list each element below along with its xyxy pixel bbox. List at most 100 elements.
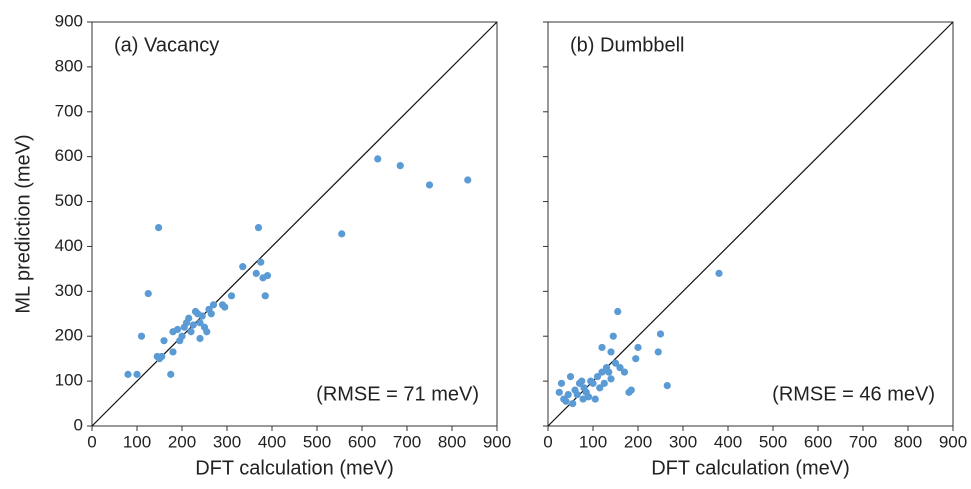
y-tick-label: 500 bbox=[55, 191, 83, 210]
point bbox=[656, 330, 665, 338]
y-tick-label: 700 bbox=[55, 101, 83, 120]
point bbox=[221, 303, 229, 311]
point bbox=[579, 395, 587, 403]
x-tick-label: 700 bbox=[393, 432, 421, 451]
point bbox=[124, 370, 132, 378]
y-tick-label: 600 bbox=[55, 146, 83, 165]
y-tick-label: 400 bbox=[55, 236, 83, 255]
point bbox=[185, 314, 193, 322]
rmse-label: (RMSE = 46 meV) bbox=[772, 383, 935, 405]
x-tick-label: 200 bbox=[168, 432, 196, 451]
y-tick-label: 900 bbox=[55, 11, 83, 30]
x-axis-label: DFT calculation (meV) bbox=[195, 457, 394, 479]
x-tick-label: 300 bbox=[669, 432, 697, 451]
point bbox=[578, 377, 586, 385]
point bbox=[137, 332, 146, 340]
point bbox=[189, 321, 197, 329]
point bbox=[598, 343, 606, 352]
point bbox=[252, 269, 260, 277]
point bbox=[555, 388, 563, 396]
point bbox=[634, 343, 642, 352]
point bbox=[591, 395, 599, 403]
x-tick-label: 300 bbox=[213, 432, 241, 451]
x-tick-label: 600 bbox=[804, 432, 832, 451]
x-tick-label: 400 bbox=[258, 432, 286, 451]
point bbox=[158, 352, 166, 361]
point bbox=[620, 368, 629, 376]
point bbox=[396, 162, 404, 170]
point bbox=[607, 348, 615, 356]
point bbox=[196, 319, 204, 327]
point bbox=[614, 307, 622, 316]
point bbox=[263, 272, 272, 280]
point bbox=[573, 390, 581, 399]
point bbox=[607, 375, 615, 383]
rmse-label: (RMSE = 71 meV) bbox=[316, 383, 479, 405]
point bbox=[654, 348, 662, 356]
point bbox=[173, 325, 182, 334]
x-tick-label: 0 bbox=[543, 432, 552, 451]
point bbox=[167, 370, 175, 378]
point bbox=[609, 332, 617, 340]
x-axis-label: DFT calculation (meV) bbox=[651, 457, 850, 479]
point bbox=[261, 292, 269, 300]
point bbox=[374, 155, 382, 163]
point bbox=[254, 223, 263, 232]
y-tick-label: 0 bbox=[74, 415, 83, 434]
point bbox=[632, 355, 640, 363]
y-axis-label: ML prediction (meV) bbox=[12, 134, 34, 313]
point bbox=[616, 364, 624, 372]
point bbox=[257, 258, 265, 266]
point bbox=[239, 263, 247, 271]
point bbox=[589, 379, 597, 387]
point bbox=[562, 397, 570, 405]
y-tick-label: 200 bbox=[55, 326, 83, 345]
x-tick-label: 100 bbox=[123, 432, 151, 451]
point bbox=[598, 368, 606, 376]
point bbox=[600, 379, 608, 387]
x-tick-label: 600 bbox=[348, 432, 376, 451]
point bbox=[596, 384, 604, 392]
point bbox=[584, 393, 593, 401]
point bbox=[144, 289, 152, 298]
point bbox=[133, 370, 141, 378]
point bbox=[203, 328, 211, 336]
point bbox=[611, 359, 620, 367]
diagonal bbox=[91, 21, 498, 427]
point bbox=[715, 269, 723, 277]
x-tick-label: 900 bbox=[939, 432, 967, 451]
panel-label: (a) Vacancy bbox=[114, 34, 219, 56]
point bbox=[605, 368, 613, 376]
point bbox=[187, 328, 195, 336]
point bbox=[627, 386, 635, 394]
y-tick-label: 100 bbox=[55, 371, 83, 390]
point bbox=[564, 390, 572, 399]
point bbox=[338, 230, 346, 238]
plot-frame bbox=[547, 21, 954, 427]
x-tick-label: 800 bbox=[894, 432, 922, 451]
diagonal bbox=[547, 21, 954, 427]
point bbox=[155, 223, 163, 232]
point bbox=[557, 379, 566, 387]
y-tick-label: 800 bbox=[55, 56, 83, 75]
point bbox=[566, 373, 575, 381]
point bbox=[178, 332, 186, 340]
x-tick-label: 100 bbox=[579, 432, 607, 451]
x-tick-label: 0 bbox=[87, 432, 96, 451]
x-tick-label: 800 bbox=[438, 432, 466, 451]
point bbox=[207, 310, 215, 318]
point bbox=[198, 312, 206, 320]
panel-label: (b) Dumbbell bbox=[570, 34, 684, 56]
point bbox=[169, 348, 177, 356]
x-tick-label: 400 bbox=[714, 432, 742, 451]
point bbox=[227, 292, 236, 300]
point bbox=[569, 399, 577, 408]
x-tick-label: 700 bbox=[849, 432, 877, 451]
plot-frame bbox=[91, 21, 498, 427]
point bbox=[593, 373, 602, 381]
point bbox=[663, 382, 671, 390]
point bbox=[425, 181, 434, 189]
point bbox=[464, 176, 472, 184]
x-tick-label: 500 bbox=[303, 432, 331, 451]
